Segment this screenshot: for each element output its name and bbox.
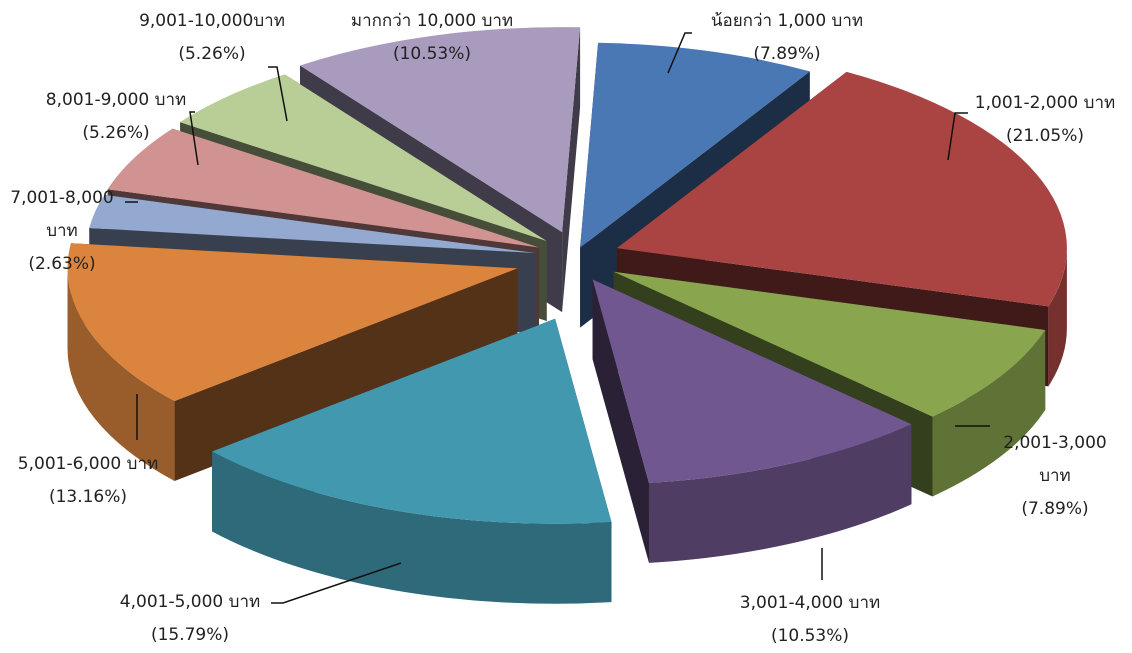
slice-top	[300, 27, 581, 233]
leader-line-8	[189, 111, 199, 166]
pie-slice-5	[212, 318, 612, 604]
slice-labels: น้อยกว่า 1,000 บาท (7.89%) 1,001-2,000 บาท…	[10, 11, 1115, 646]
slice-top	[613, 271, 1046, 417]
slice-percent-2: (21.05%)	[1006, 126, 1084, 146]
slice-label-7: บาท	[46, 221, 78, 241]
slice-label-8: 8,001-9,000 บาท	[46, 90, 186, 110]
slice-percent-9: (5.26%)	[178, 44, 245, 64]
slice-rim	[1048, 248, 1067, 387]
slice-label-9: 9,001-10,000บาท	[139, 11, 285, 31]
slice-label-4: 3,001-4,000 บาท	[740, 593, 880, 613]
slice-label-5: 4,001-5,000 บาท	[120, 592, 260, 612]
slice-top	[89, 194, 536, 254]
slice-wall	[592, 279, 649, 563]
slice-percent-7: (2.63%)	[28, 254, 95, 274]
slice-rim	[932, 329, 1046, 497]
slice-label-2: 1,001-2,000 บาท	[975, 93, 1115, 113]
slice-percent-8: (5.26%)	[82, 123, 149, 143]
slice-label-6: 5,001-6,000 บาท	[18, 454, 158, 474]
pie-slices	[67, 27, 1067, 604]
slice-label-10: มากกว่า 10,000 บาท	[351, 11, 513, 31]
slice-label-3: บาท	[1039, 466, 1071, 486]
leader-lines	[125, 32, 990, 604]
slice-label-3: 2,001-3,000	[1003, 433, 1106, 453]
slice-percent-1: (7.89%)	[753, 44, 820, 64]
pie-slice-4	[592, 279, 912, 563]
slice-top	[180, 74, 547, 242]
slice-top	[580, 42, 810, 248]
leader-line-2	[947, 112, 968, 161]
slice-rim	[67, 268, 175, 482]
slice-top	[107, 128, 540, 248]
slice-top	[212, 318, 612, 524]
slice-percent-3: (7.89%)	[1021, 499, 1088, 519]
slice-top	[67, 243, 518, 402]
leader-line-5	[271, 562, 402, 604]
slice-rim	[648, 424, 912, 563]
slice-label-7: 7,001-8,000	[10, 188, 113, 208]
slice-percent-6: (13.16%)	[49, 487, 127, 507]
pie-slice-6	[67, 243, 518, 482]
slice-rim	[212, 451, 612, 604]
slice-top	[616, 71, 1067, 307]
slice-top	[592, 279, 912, 483]
slice-label-1: น้อยกว่า 1,000 บาท	[711, 11, 863, 31]
slice-percent-4: (10.53%)	[771, 626, 849, 646]
leader-line-9	[268, 66, 288, 122]
slice-percent-10: (10.53%)	[393, 44, 471, 64]
slice-percent-5: (15.79%)	[151, 625, 229, 645]
leader-line-1	[667, 32, 692, 74]
slice-wall	[562, 27, 581, 313]
